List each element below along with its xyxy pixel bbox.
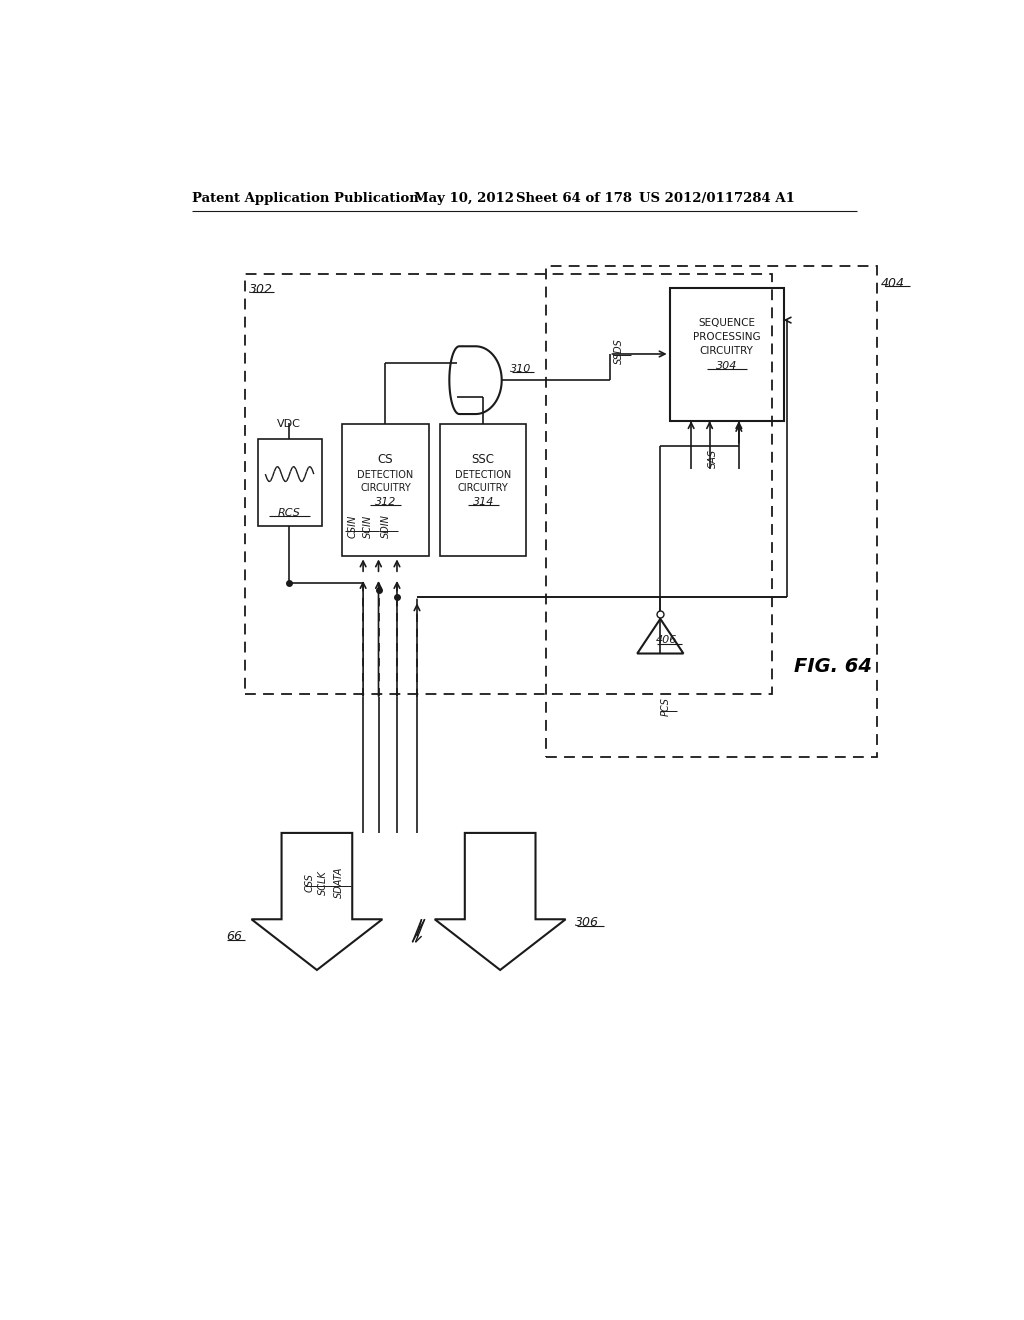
Text: 310: 310: [510, 364, 530, 375]
Text: CIRCUITRY: CIRCUITRY: [699, 346, 754, 356]
Text: 406: 406: [655, 635, 677, 645]
Text: 304: 304: [716, 360, 737, 371]
Bar: [547, 267, 878, 758]
Text: CIRCUITRY: CIRCUITRY: [360, 483, 411, 492]
Text: SDIN: SDIN: [381, 515, 391, 539]
Text: CSS: CSS: [304, 873, 314, 892]
Text: 314: 314: [472, 496, 494, 507]
Text: US 2012/0117284 A1: US 2012/0117284 A1: [639, 191, 795, 205]
Text: SSC: SSC: [472, 453, 495, 466]
Text: 404: 404: [881, 277, 905, 289]
Text: Sheet 64 of 178: Sheet 64 of 178: [515, 191, 632, 205]
Text: DETECTION: DETECTION: [455, 470, 511, 480]
Text: CSIN: CSIN: [347, 515, 357, 539]
Bar: [245, 275, 772, 693]
Text: 302: 302: [250, 282, 273, 296]
Text: PROCESSING: PROCESSING: [692, 333, 761, 342]
Text: SCLK: SCLK: [318, 870, 328, 895]
Text: 312: 312: [375, 496, 396, 507]
Text: 66: 66: [226, 929, 243, 942]
Text: CIRCUITRY: CIRCUITRY: [458, 483, 509, 492]
Text: RCS: RCS: [278, 508, 301, 519]
Text: SCIN: SCIN: [362, 515, 373, 539]
Text: 306: 306: [575, 916, 599, 929]
Text: SAS: SAS: [708, 449, 718, 469]
Text: May 10, 2012: May 10, 2012: [414, 191, 514, 205]
Bar: [258, 440, 322, 525]
Bar: [670, 288, 783, 421]
Text: SEQUENCE: SEQUENCE: [698, 318, 755, 329]
Text: SSDS: SSDS: [613, 338, 624, 364]
Text: FIG. 64: FIG. 64: [794, 657, 871, 676]
Bar: [440, 424, 526, 557]
Text: DETECTION: DETECTION: [357, 470, 414, 480]
Text: PCS: PCS: [660, 697, 671, 717]
Text: VDC: VDC: [278, 418, 301, 429]
Bar: [342, 424, 429, 557]
Text: SDATA: SDATA: [334, 866, 343, 898]
Text: CS: CS: [378, 453, 393, 466]
Text: Patent Application Publication: Patent Application Publication: [193, 191, 419, 205]
